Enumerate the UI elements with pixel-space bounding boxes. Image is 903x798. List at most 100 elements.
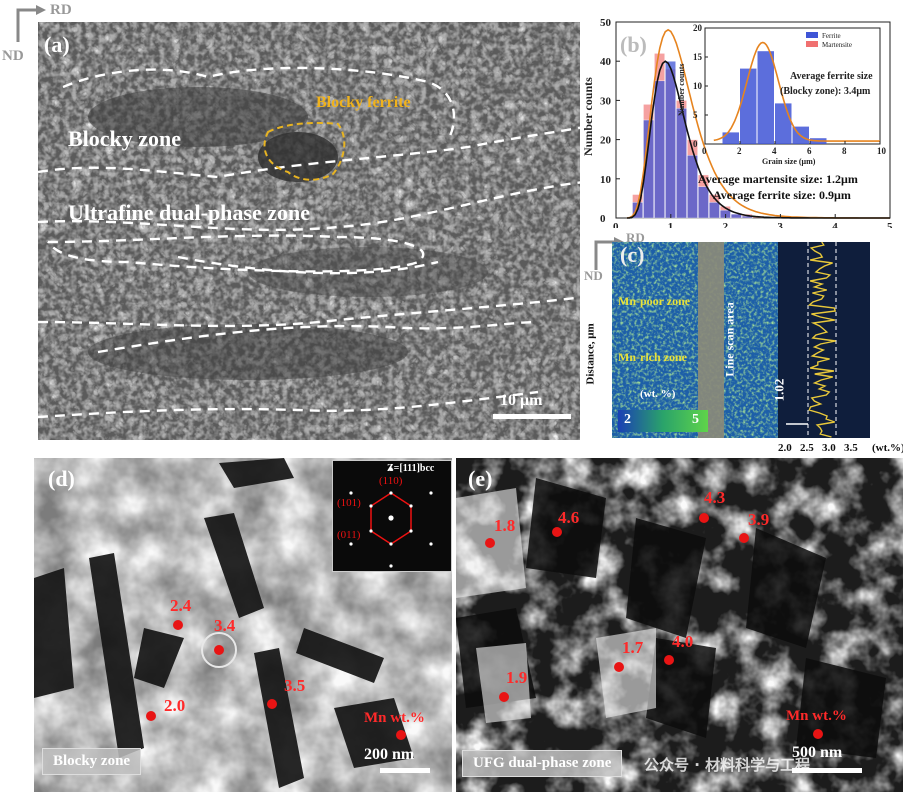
x-tick-label: 1 [668, 221, 674, 233]
inset-bar [740, 68, 757, 144]
chart-b-svg: 01234501020304050Grain size (μm)Number c… [581, 17, 893, 247]
inset-x-tick-label: 2 [737, 146, 742, 156]
mn-point-marker [699, 513, 709, 523]
scale-bar-e [792, 768, 862, 773]
histogram-bar [697, 186, 709, 219]
zone-label-d: Blocky zone [42, 748, 142, 775]
y-axis-label: Number counts [581, 77, 595, 156]
zone-label-e: UFG dual-phase zone [462, 750, 623, 777]
mn-point-value: 1.8 [494, 516, 516, 535]
mn-legend-dot [813, 729, 823, 739]
scale-bar-d [380, 768, 430, 773]
inset-y-tick-label: 20 [693, 23, 703, 33]
legend-swatch-ferrite [806, 32, 818, 38]
mn-point-marker [267, 699, 277, 709]
inset-x-tick-label: 6 [807, 146, 812, 156]
mn-point-value: 4.3 [704, 488, 726, 507]
orientation-arrows [16, 5, 46, 42]
panel-b-label: (b) [620, 32, 647, 57]
x-tick-label: 3 [777, 221, 783, 233]
scale-label-e: 500 nm [792, 744, 843, 761]
mn-legend-dot [396, 730, 406, 740]
mn-point-value: 3.5 [284, 676, 306, 695]
histogram-bar [730, 213, 742, 219]
y-tick-label: 50 [600, 17, 612, 29]
mn-point-value: 2.0 [164, 696, 186, 715]
mn-point-marker [173, 620, 183, 630]
saed-inset: Z=[111]bcc (110) (101) (011) [332, 460, 452, 572]
mn-wt-label: Mn wt.% [364, 710, 425, 726]
inset-x-tick-label: 4 [772, 146, 777, 156]
diffraction-spot [388, 515, 394, 521]
scale-label-a: 10 μm [500, 392, 543, 409]
fit-curve-ferrite [626, 60, 890, 219]
diffraction-spot [429, 491, 433, 495]
inset-x-tick-label: 8 [842, 146, 847, 156]
diffraction-spot [389, 491, 393, 495]
diffraction-spot [389, 564, 393, 568]
saed-zone: Z=[111]bcc [387, 463, 435, 474]
x-tick-label: 4 [832, 221, 838, 233]
inset-bar [757, 51, 774, 145]
inset-y-tick-label: 5 [693, 110, 698, 120]
mn-point-marker [499, 692, 509, 702]
mn-point-value: 2.4 [170, 596, 192, 615]
ufdp-zone-label: Ultrafine dual-phase zone [68, 200, 310, 225]
rd-label: RD [50, 2, 72, 18]
xtick: 2.5 [800, 442, 814, 454]
mn-point-value: 3.9 [748, 510, 770, 529]
scale-bar-a [493, 414, 571, 419]
diffraction-spot [369, 504, 373, 508]
histogram-bar [708, 202, 720, 219]
line-scan-plot: 1.02 [771, 241, 870, 438]
mn-rich-label: Mn-rich zone [618, 350, 687, 364]
legend-ferrite: Ferrite [822, 32, 841, 40]
line-scan-label: Line scan area [722, 302, 737, 377]
x-tick-label: 0 [613, 221, 619, 233]
scale-min-label: 2 [624, 412, 631, 427]
dist-label: 1.02 [771, 378, 787, 402]
mn-point-value: 4.0 [672, 632, 694, 651]
scale-max-label: 5 [692, 412, 699, 427]
inset-x-axis-label: Grain size (μm) [762, 157, 816, 166]
legend-swatch-martensite [806, 41, 818, 47]
mn-point-marker [739, 533, 749, 543]
saed-spot: (110) [379, 475, 403, 487]
diffraction-spot [409, 504, 413, 508]
blocky-ferrite-label: Blocky ferrite [316, 94, 411, 111]
mn-point-marker [214, 645, 224, 655]
mn-wt-label: Mn wt.% [786, 708, 847, 724]
inset-y-tick-label: 15 [693, 52, 703, 62]
nd-label: ND [2, 48, 24, 64]
inset-fit-curve [713, 41, 880, 142]
panel-e-label: (e) [468, 466, 493, 491]
y-tick-label: 20 [600, 135, 612, 147]
diffraction-spot [429, 542, 433, 546]
histogram-bar [665, 60, 676, 219]
y-tick-label: 40 [600, 56, 612, 68]
inset-y-axis-label: Number counts [677, 63, 686, 116]
panel-e-tem: (e) 1.8 4.6 4.3 3.9 1.7 4.0 1.9 Mn wt.% … [456, 458, 903, 792]
panel-a-sem: (a) Blocky ferrite Blocky zone Ultrafine… [38, 22, 584, 440]
tem-e-texture [456, 458, 903, 792]
xunit: (wt.%) [872, 442, 903, 454]
x-tick-label: 2 [723, 221, 729, 233]
inset-y-tick-label: 10 [693, 81, 703, 91]
scale-label-d: 200 nm [364, 746, 415, 763]
diffraction-spot [389, 467, 393, 471]
inset-x-tick-label: 0 [702, 146, 707, 156]
x-tick-label: 5 [887, 221, 893, 233]
mn-line-scan [807, 241, 837, 438]
mn-point-value: 1.7 [622, 638, 644, 657]
mn-point-marker [485, 538, 495, 548]
watermark: 公众号 · 材料科学与工程 [644, 756, 811, 774]
panel-b-histogram: 01234501020304050Grain size (μm)Number c… [580, 14, 903, 247]
inset-bar [775, 103, 792, 144]
nd-label-c: ND [584, 268, 603, 283]
avg-ferrite-text: Average ferrite size: 0.9μm [713, 188, 851, 202]
inset-x-tick-label: 10 [877, 146, 887, 156]
y-tick-label: 30 [600, 95, 612, 107]
wt-unit-label: (wt. %) [640, 388, 676, 400]
histogram-bar [654, 80, 666, 219]
mn-point-marker [614, 662, 624, 672]
